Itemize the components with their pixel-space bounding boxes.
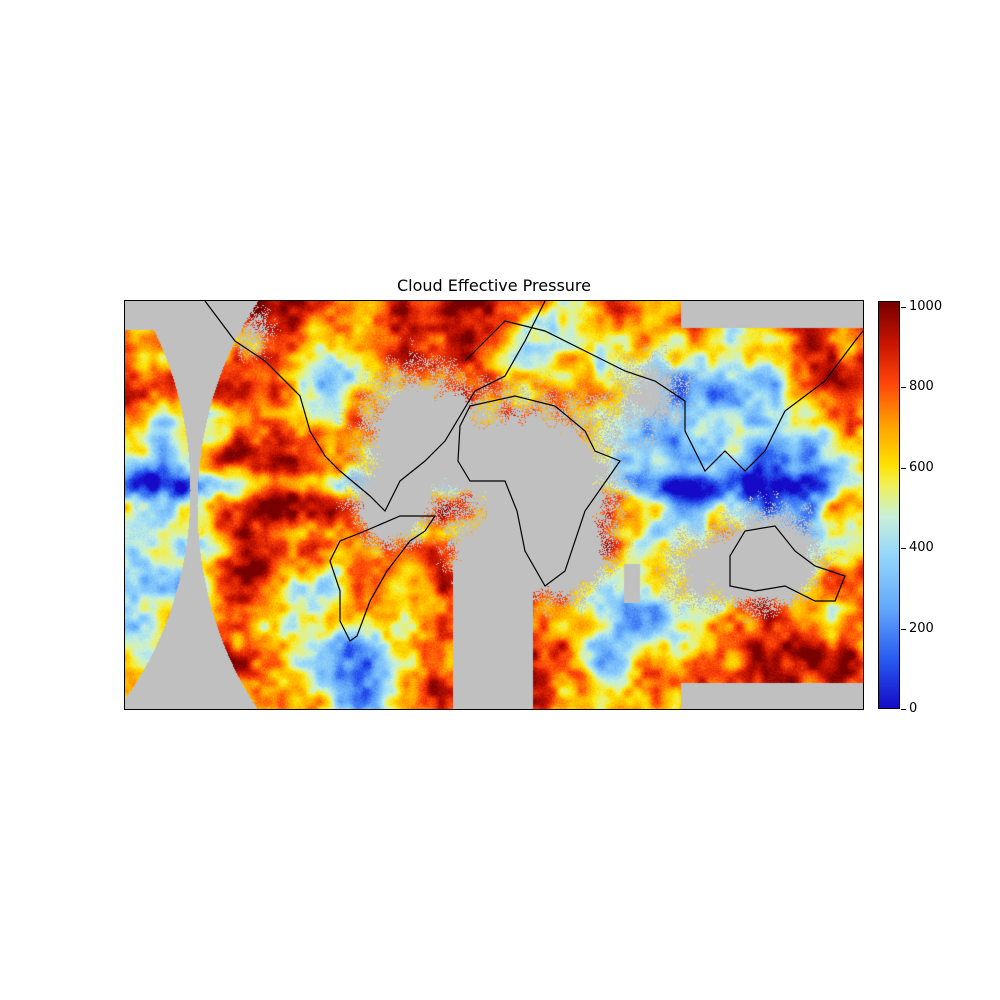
colorbar-tick-label: 1000 (909, 299, 943, 315)
colorbar-tick-label: 400 (909, 540, 934, 556)
colorbar (878, 301, 900, 709)
north-america-coastline (204, 301, 546, 513)
colorbar-tick (901, 628, 906, 630)
colorbar-tick (901, 548, 906, 550)
colorbar-tick (901, 709, 906, 710)
map-panel (125, 301, 863, 709)
colorbar-tick-label: 200 (909, 620, 934, 636)
australia-coastline (729, 525, 846, 602)
colorbar-tick (901, 307, 906, 309)
colorbar-tick-label: 0 (909, 701, 918, 716)
colorbar-tick-label: 600 (909, 459, 934, 475)
eurasia-coastline (464, 320, 863, 473)
south-america-coastline (329, 515, 437, 642)
cloud-pressure-field (125, 301, 863, 709)
africa-coastline (457, 395, 621, 587)
colorbar-tick (901, 467, 906, 469)
colorbar-tick-label: 800 (909, 379, 934, 395)
map-title: Cloud Effective Pressure (397, 276, 591, 295)
colorbar-tick (901, 387, 906, 389)
coastline-overlay (204, 301, 863, 642)
